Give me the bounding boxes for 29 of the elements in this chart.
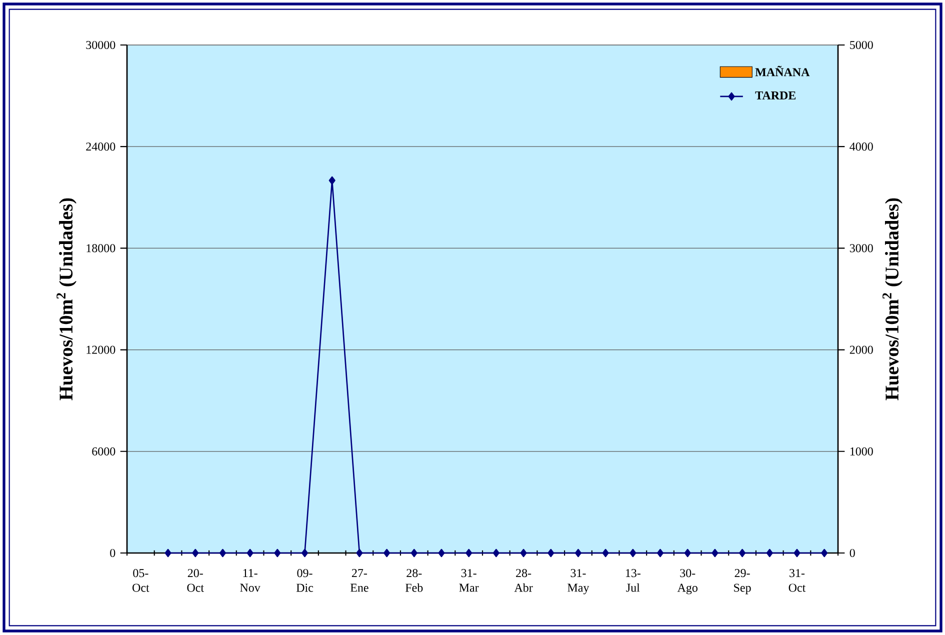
y-tick-label: 6000 [92,447,116,456]
x-tick-label: 31-Mar [459,569,479,592]
legend-label: MAÑANA [755,66,810,76]
y-tick-label: 12000 [86,346,116,354]
x-tick-label: 05-Oct [132,569,150,592]
y2-tick-label: 5000 [850,40,873,50]
y2-tick-label: 1000 [850,447,873,456]
y2-tick-label: 3000 [850,244,873,252]
x-tick-label: 28-Feb [405,569,423,592]
y-tick-label: 0 [110,548,116,558]
x-tick-label: 20-Oct [187,569,204,592]
x-tick-label: 09-Dic [296,569,314,592]
x-tick-label: 28-Abr [514,569,533,592]
x-tick-label: 13-Jul [626,569,640,592]
legend-label: TARDE [755,91,796,100]
x-tick-label: 30-Ago [677,569,698,594]
x-tick-label: 29-Sep [734,569,751,594]
y2-tick-label: 2000 [850,346,873,354]
y-tick-label: 24000 [86,142,116,151]
y-tick-label: 30000 [86,40,116,50]
x-tick-label: 31-May [568,569,590,594]
y2-tick-label: 4000 [850,142,873,151]
y2-tick-label: 0 [850,548,855,558]
x-tick-label: 31-Oct [788,569,806,592]
y-axis-title: Huevos/10m$^{2}$ (Unidades) [56,198,76,400]
x-tick-label: 11-Nov [240,569,260,592]
y-tick-label: 18000 [86,244,116,252]
x-tick-label: 27-Ene [350,569,368,592]
y2-axis-title: Huevos/10m$^{2}$ (Unidades) [882,198,902,400]
